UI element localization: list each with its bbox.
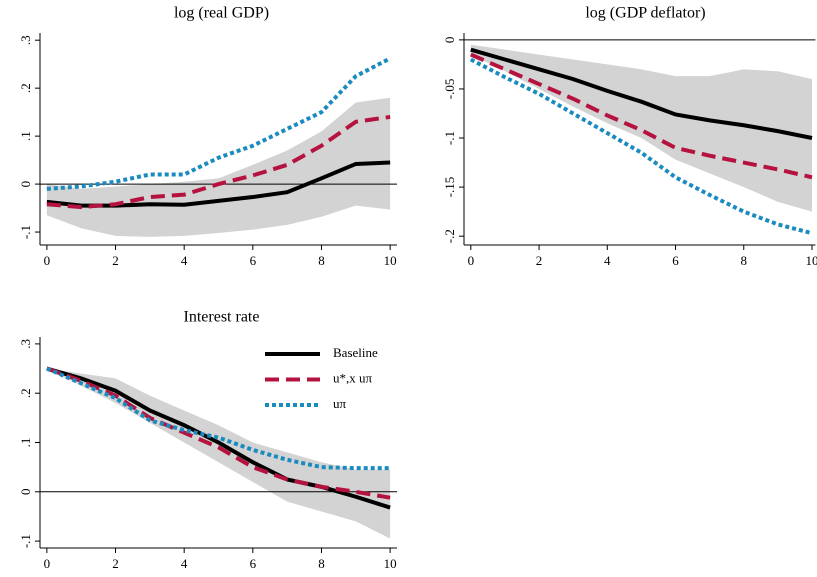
series-line [46,114,391,210]
x-tick-label: 10 [384,253,397,268]
series-line [46,366,391,500]
y-tick-label: 0 [18,181,33,188]
y-tick-label: -.1 [18,534,33,548]
legend-label: uπ [333,396,347,411]
y-tick-label: -.2 [442,229,457,243]
series-line [469,57,813,236]
y-tick-label: -.1 [18,225,33,239]
y-tick-label: 0 [18,489,33,496]
x-tick-label: 4 [604,253,611,268]
x-tick-label: 0 [44,556,51,571]
x-tick-label: 8 [318,253,325,268]
y-tick-label: .1 [18,131,33,141]
confidence-band [46,368,391,539]
x-tick-label: 2 [112,253,119,268]
series-line [470,52,813,180]
series-line [46,366,391,510]
x-tick-label: 4 [181,556,188,571]
series-line [46,56,392,191]
x-tick-label: 10 [384,556,397,571]
x-tick-label: 6 [672,253,679,268]
y-tick-label: .2 [18,83,33,93]
x-tick-label: 2 [112,556,119,571]
y-tick-label: .1 [18,438,33,448]
y-tick-label: .3 [18,35,33,45]
series-line [46,160,391,208]
confidence-band [46,97,391,237]
confidence-band [470,44,812,212]
series-line [470,47,813,140]
y-tick-label: -.1 [442,131,457,145]
x-tick-label: 2 [536,253,543,268]
y-tick-label: .2 [18,388,33,398]
y-tick-label: -.15 [442,177,457,198]
x-tick-label: 6 [250,556,257,571]
x-tick-label: 10 [805,253,817,268]
y-tick-label: 0 [442,37,457,44]
legend-label: Baseline [333,345,378,360]
x-tick-label: 4 [181,253,188,268]
legend-label: u*,x uπ [333,370,373,385]
x-tick-label: 8 [741,253,748,268]
chart-title: Interest rate [184,309,260,326]
x-tick-label: 6 [250,253,257,268]
x-tick-label: 0 [468,253,475,268]
y-tick-label: .3 [18,339,33,349]
chart-title: log (GDP deflator) [585,5,705,22]
x-tick-label: 0 [44,253,51,268]
y-tick-label: -.05 [442,79,457,100]
chart-title: log (real GDP) [174,5,269,22]
x-tick-label: 8 [318,556,325,571]
